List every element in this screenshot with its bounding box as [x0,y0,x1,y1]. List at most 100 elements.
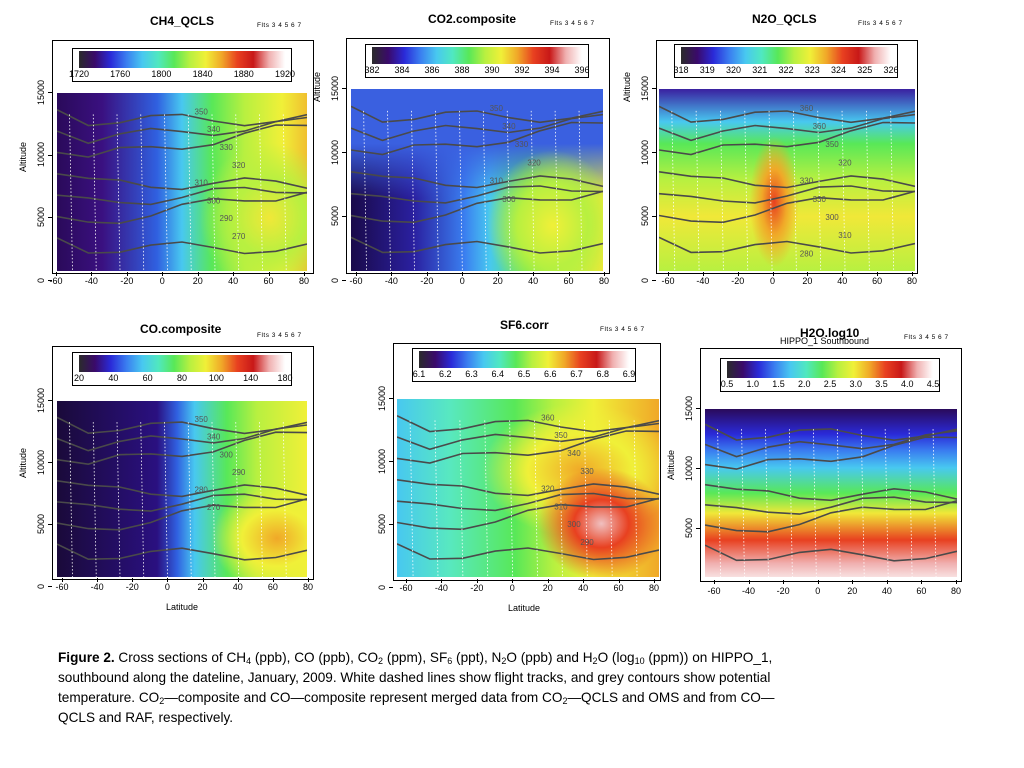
x-tick-label: 20 [192,276,203,286]
theta-contour [57,124,307,158]
flight-track [484,420,489,577]
flight-track [836,429,841,577]
colorbar-gradient [372,47,582,64]
x-tick-mark [272,578,274,582]
theta-contour [397,497,659,531]
y-tick-mark [48,524,52,525]
y-tick-mark [48,280,52,281]
flight-track [116,114,121,271]
colorbar-tick-label: 326 [883,65,899,75]
colorbar-tick-label: 324 [830,65,847,75]
x-tick-mark [126,272,128,276]
x-tick-mark [583,579,585,583]
theta-contour [397,430,659,464]
caption-label: Figure 2. [58,650,115,665]
flight-track [458,110,463,271]
y-axis-label: Altitude [18,141,28,172]
x-tick-label: 40 [228,276,239,286]
x-tick-mark [817,580,819,584]
theta-contour [57,108,307,127]
y-tick-mark [696,468,700,469]
colorbar: 1720 1760 1800 1840 1880 1920 [69,48,295,82]
y-tick-mark [342,88,346,89]
caption-sub: 2 [378,656,384,666]
colorbar: 20 40 60 80 100 140 180 [72,352,293,386]
colorbar-tick-label: 321 [752,65,768,75]
caption-sub: 2 [592,656,598,666]
x-tick-mark [714,580,715,584]
theta-contour [397,414,659,433]
x-tick-label: 80 [298,276,310,286]
theta-contour [351,190,603,224]
contour-label: 350 [554,431,568,440]
flight-track [530,110,535,271]
y-tick-label: 5000 [377,513,387,534]
flight-track [695,110,700,271]
x-tick-mark [304,272,305,276]
caption-sub: 6 [447,656,453,666]
theta-contour [57,479,307,498]
colorbar-tick-label: 2.5 [823,379,837,389]
colorbar-tick-label: 180 [277,373,293,383]
flight-track [890,110,895,271]
colorbar-gradient [681,47,891,64]
flight-track [932,429,937,577]
flight-track [411,110,415,271]
panel-title: H2O.log10 [800,326,860,340]
flight-track [211,114,216,271]
contour-label: 300 [567,520,581,529]
flight-track [140,422,145,577]
colorbar-tick-label: 6.6 [543,369,557,379]
contour-label: 310 [838,231,852,240]
y-tick-mark [696,528,700,529]
y-tick-label: 5000 [330,205,340,226]
x-tick-mark [807,272,809,276]
theta-contour [351,113,603,142]
y-tick-label: 5000 [36,513,46,534]
x-tick-label: -60 [661,276,675,286]
flight-track [434,420,439,577]
plot-frame: 360 360 350 320 330 330 300 310 280 [656,40,918,274]
colorbar-gradient [727,361,933,378]
contour-label: 350 [195,107,209,116]
contour-label: 360 [800,104,814,113]
caption-text: —composite and CO—composite represent me… [164,690,563,705]
x-tick-label: -60 [55,582,69,592]
flight-track [387,110,391,271]
y-tick-label: 5000 [36,207,46,228]
contour-overlay: 360 360 350 320 330 330 300 310 280 [659,104,915,271]
colorbar-tick-label: 6.1 [412,369,426,379]
x-tick-label: -40 [742,586,756,596]
panel-title: N2O_QCLS [752,12,817,26]
x-tick-label: 20 [197,582,208,592]
x-tick-mark [921,580,923,584]
flight-track [817,110,822,271]
y-tick-mark [652,88,656,89]
y-tick-mark [48,586,52,587]
contour-label: 280 [195,486,209,495]
x-tick-mark [308,578,309,582]
flight-track [92,422,97,577]
flight-track [282,422,287,577]
colorbar-tick-label: 384 [394,65,410,75]
y-tick-label: 10000 [330,139,340,165]
y-tick-mark [652,280,656,281]
x-tick-mark [132,578,134,582]
theta-contour [57,424,307,452]
y-tick-label: 5000 [684,517,694,538]
flight-track [235,114,240,271]
flight-track [908,429,913,577]
flight-track [459,420,464,577]
contour-label: 350 [195,415,209,424]
theta-contour [705,500,957,533]
colorbar-tick-label: 4.0 [900,379,914,389]
x-tick-label: -60 [399,583,413,593]
y-tick-mark [389,398,393,399]
x-tick-label: -20 [120,276,134,286]
panel-subtitle: HIPPO_1 Southbound [780,336,870,346]
theta-contour [57,543,307,561]
x-tick-mark [62,578,63,582]
caption-text: —QCLS and OMS and from CO—QCLS and RAF, … [58,690,775,725]
contour-label: 350 [490,104,504,113]
caption-sub: 10 [634,656,645,666]
